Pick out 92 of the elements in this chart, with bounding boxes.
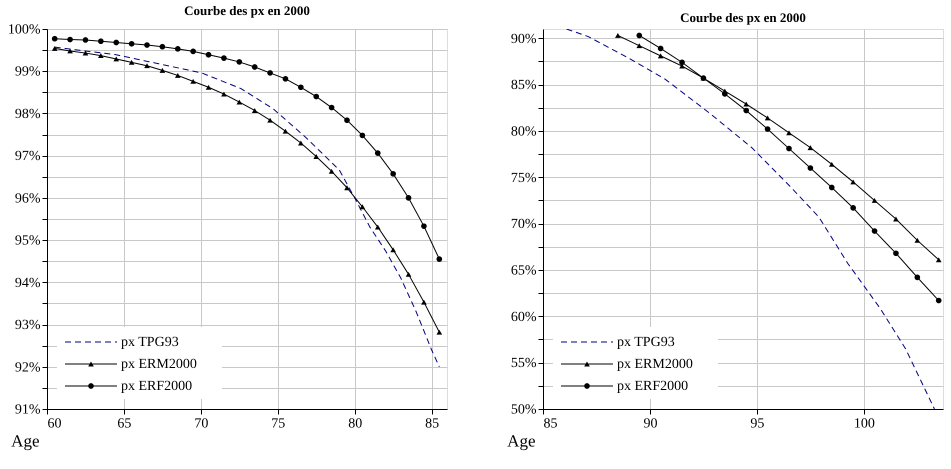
point xyxy=(406,272,412,277)
point xyxy=(328,104,334,110)
point xyxy=(406,195,412,201)
point xyxy=(282,128,288,134)
point xyxy=(421,300,427,305)
legend-label: px TPG93 xyxy=(617,335,675,350)
point xyxy=(206,52,212,58)
point xyxy=(221,55,227,61)
x-tick-label: 85 xyxy=(544,416,558,432)
point xyxy=(252,108,258,113)
y-tick-label: 85% xyxy=(510,78,537,94)
line-series xyxy=(566,29,935,409)
y-tick-label: 93% xyxy=(14,318,41,334)
x-axis-title: Age xyxy=(11,432,40,450)
y-tick-label: 91% xyxy=(14,402,41,418)
y-tick-label: 97% xyxy=(14,149,41,164)
y-tick-label: 75% xyxy=(510,170,537,186)
legend-label: px ERF2000 xyxy=(121,379,192,394)
point xyxy=(82,37,88,43)
point xyxy=(98,38,104,44)
point xyxy=(390,171,396,177)
legend-label: px ERM2000 xyxy=(617,357,693,372)
point xyxy=(298,84,304,90)
point xyxy=(313,154,320,159)
x-tick-label: 95 xyxy=(750,416,764,432)
y-tick-label: 80% xyxy=(510,124,537,140)
point xyxy=(52,46,58,51)
point xyxy=(113,40,120,46)
point xyxy=(344,117,350,124)
x-tick-label: 65 xyxy=(117,416,132,432)
y-tick-label: 96% xyxy=(14,191,41,206)
point xyxy=(236,100,242,104)
point xyxy=(374,224,381,230)
point xyxy=(328,168,334,174)
point xyxy=(128,60,134,65)
point xyxy=(252,64,258,70)
point xyxy=(174,46,181,52)
legend-label: px TPG93 xyxy=(121,335,179,350)
point xyxy=(144,42,150,48)
y-tick-label: 94% xyxy=(14,276,41,291)
x-tick-label: 90 xyxy=(643,416,658,432)
point xyxy=(360,132,366,138)
x-tick-label: 80 xyxy=(348,416,362,432)
y-tick-label: 100% xyxy=(8,22,41,38)
point xyxy=(236,59,242,65)
y-tick-label: 70% xyxy=(510,217,537,232)
y-tick-label: 50% xyxy=(510,402,537,418)
y-tick-label: 60% xyxy=(510,310,537,325)
point xyxy=(67,36,73,42)
x-tick-label: 60 xyxy=(48,416,62,432)
chart-title: Courbe des px en 2000 xyxy=(680,10,806,25)
point xyxy=(313,94,320,100)
point xyxy=(267,118,273,123)
x-tick-label: 75 xyxy=(271,416,286,432)
point xyxy=(190,48,196,54)
point xyxy=(421,223,427,229)
x-tick-label: 100 xyxy=(854,416,875,432)
point xyxy=(374,150,381,156)
point xyxy=(190,78,196,84)
point xyxy=(360,204,366,210)
point xyxy=(128,40,134,47)
legend-label: px ERM2000 xyxy=(121,357,197,372)
x-tick-label: 85 xyxy=(425,416,440,432)
point xyxy=(298,140,304,146)
point xyxy=(282,76,288,82)
point xyxy=(160,44,166,50)
y-tick-label: 55% xyxy=(510,356,537,372)
point xyxy=(144,63,150,68)
chart-title: Courbe des px en 2000 xyxy=(184,3,310,18)
legend-label: px ERF2000 xyxy=(617,379,688,394)
point xyxy=(67,48,73,54)
point xyxy=(436,256,442,262)
point xyxy=(344,185,350,190)
point xyxy=(174,72,181,78)
y-tick-label: 92% xyxy=(14,360,41,376)
y-tick-label: 99% xyxy=(14,64,41,80)
y-tick-label: 98% xyxy=(14,106,41,122)
point xyxy=(267,70,273,76)
point xyxy=(221,92,227,96)
y-tick-label: 65% xyxy=(510,263,537,278)
x-axis-title: Age xyxy=(507,432,536,450)
point xyxy=(206,84,212,90)
point xyxy=(390,247,396,252)
y-tick-label: 90% xyxy=(510,32,537,47)
point xyxy=(52,36,58,42)
point xyxy=(436,330,442,335)
point xyxy=(113,56,120,62)
y-tick-label: 95% xyxy=(14,234,41,249)
point xyxy=(98,53,104,58)
x-tick-label: 70 xyxy=(194,416,208,432)
point xyxy=(160,68,166,73)
point xyxy=(82,50,88,56)
